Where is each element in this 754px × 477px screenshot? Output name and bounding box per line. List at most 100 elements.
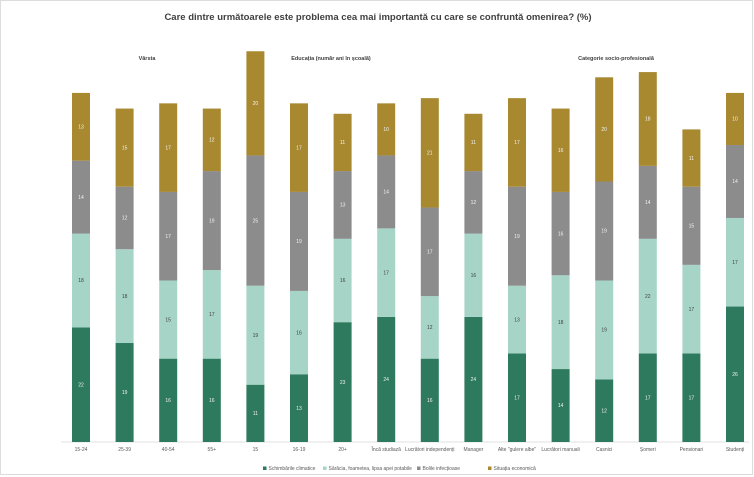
group-label-age: Vârsta <box>139 56 157 62</box>
bar-value-label: 24 <box>471 377 477 383</box>
bar-segment <box>638 165 657 239</box>
x-tick-label: Încă studiază <box>370 446 401 453</box>
x-tick-label: 15 <box>253 447 259 453</box>
bar-value-label: 25 <box>253 218 259 224</box>
bar-segment <box>420 358 439 442</box>
bar-value-label: 17 <box>732 260 738 266</box>
bar-segment <box>202 358 221 442</box>
bar-segment <box>464 233 483 317</box>
x-tick-label: 16-19 <box>293 447 306 453</box>
bar-value-label: 19 <box>122 390 128 396</box>
legend-label: Situația economică <box>494 466 536 472</box>
bar-value-label: 10 <box>383 127 389 133</box>
x-tick-label: Casnici <box>596 447 612 453</box>
bar-segment <box>290 191 308 291</box>
legend-label: Sărăcia, foametea, lipsa apei potabile <box>329 466 413 472</box>
chart-title: Care dintre următoarele este problema ce… <box>164 12 591 23</box>
bar-value-label: 22 <box>645 294 651 300</box>
x-tick-label: Lucrători independenți <box>405 447 454 453</box>
bar-value-label: 19 <box>601 229 607 235</box>
bar-value-label: 18 <box>645 117 651 123</box>
x-tick-label: Alte "gulere albe" <box>498 447 537 453</box>
bar-value-label: 24 <box>383 377 389 383</box>
bar-segment <box>115 249 134 344</box>
bar-value-label: 15 <box>122 145 128 151</box>
bar-segment <box>638 72 657 166</box>
bar-segment <box>159 358 178 442</box>
x-tick-label: 55+ <box>208 447 217 453</box>
x-tick-label: 25-39 <box>118 447 131 453</box>
bar-value-label: 12 <box>209 138 215 144</box>
x-tick-label: 20+ <box>338 447 347 453</box>
bar-value-label: 12 <box>471 200 477 206</box>
bar-segment <box>202 270 221 359</box>
bar-segment <box>72 160 90 234</box>
bar-value-label: 14 <box>78 195 84 201</box>
bar-segment <box>159 103 178 192</box>
bar-segment <box>202 108 221 172</box>
bar-segment <box>72 233 90 328</box>
bar-value-label: 14 <box>558 403 564 409</box>
bar-segment <box>551 108 570 192</box>
bar-segment <box>682 264 701 354</box>
bar-value-label: 17 <box>165 145 171 151</box>
legend-swatch <box>488 466 492 470</box>
bar-value-label: 13 <box>296 406 302 412</box>
bar-segment <box>333 238 352 323</box>
bar-value-label: 16 <box>165 398 171 404</box>
bar-segment <box>72 327 90 442</box>
bar-value-label: 17 <box>514 395 520 401</box>
bar-value-label: 23 <box>340 380 346 386</box>
bar-segment <box>377 155 396 229</box>
bar-segment <box>333 171 352 239</box>
bar-value-label: 11 <box>471 140 476 146</box>
bar-value-label: 17 <box>383 270 389 276</box>
legend: Schimbările climatice Sărăcia, foametea, … <box>263 466 536 472</box>
bar-segment <box>246 51 265 156</box>
bar-value-label: 17 <box>514 140 520 146</box>
bar-segment <box>508 353 526 442</box>
bar-value-label: 18 <box>558 320 564 326</box>
x-tick-label: Șomeri <box>640 447 656 453</box>
bar-value-label: 26 <box>732 372 738 378</box>
x-tick-label: Studenți <box>726 447 744 453</box>
bar-segment <box>595 181 614 281</box>
bar-value-label: 20 <box>253 101 259 107</box>
bar-value-label: 13 <box>340 203 346 209</box>
bar-value-label: 17 <box>296 145 302 151</box>
bar-value-label: 12 <box>601 408 607 414</box>
bar-value-label: 19 <box>253 333 259 339</box>
bar-segment <box>464 113 483 172</box>
x-tick-label: Manager <box>464 447 484 453</box>
bar-value-label: 12 <box>427 325 433 331</box>
bar-segment <box>726 145 744 218</box>
bar-value-label: 17 <box>645 395 651 401</box>
bar-segment <box>464 316 483 442</box>
bar-segment <box>682 186 701 265</box>
bar-segment <box>726 306 744 442</box>
bar-segment <box>72 92 90 161</box>
bar-segment <box>115 186 134 250</box>
bar-value-label: 15 <box>165 317 171 323</box>
bar-segment <box>290 290 308 375</box>
bar-segment <box>159 191 178 281</box>
bar-segment <box>726 92 744 146</box>
bar-segment <box>595 379 614 442</box>
bar-segment <box>508 98 526 187</box>
bar-segment <box>508 285 526 354</box>
bar-value-label: 11 <box>253 411 258 417</box>
bar-value-label: 16 <box>209 398 215 404</box>
bar-value-label: 11 <box>340 140 345 146</box>
bar-value-label: 14 <box>383 190 389 196</box>
bar-value-label: 17 <box>689 307 695 313</box>
bar-segment <box>595 280 614 380</box>
bar-value-label: 10 <box>732 117 738 123</box>
bar-value-label: 18 <box>78 278 84 284</box>
bar-segment <box>377 228 396 317</box>
group-label-education: Educația (număr ani în școală) <box>291 56 371 62</box>
x-tick-label: 15-24 <box>75 447 88 453</box>
bar-value-label: 17 <box>165 234 171 240</box>
legend-swatch <box>417 466 421 470</box>
bar-value-label: 16 <box>471 273 477 279</box>
